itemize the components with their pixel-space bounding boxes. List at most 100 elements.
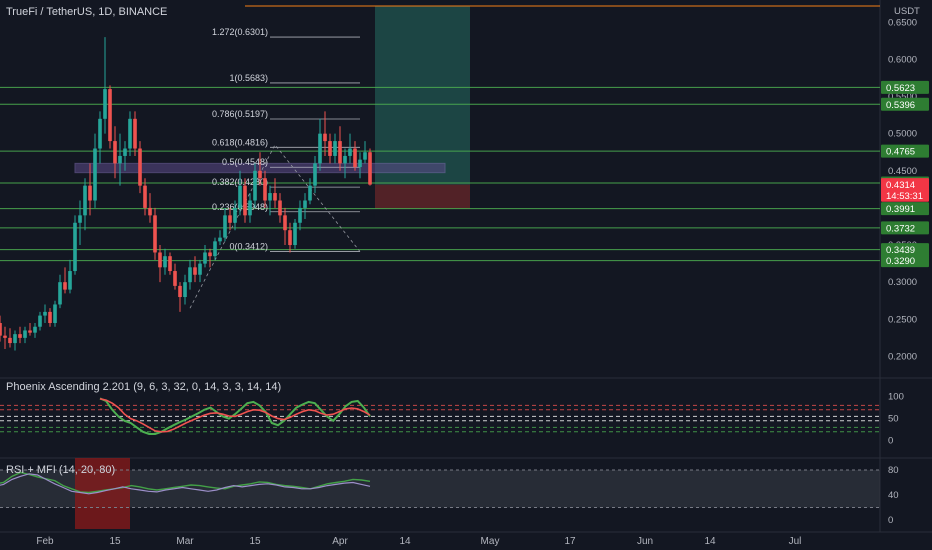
- candle-body: [253, 170, 257, 201]
- price-label: 0.3439: [886, 245, 915, 256]
- candle-body: [153, 215, 157, 253]
- rsi-indicator-title[interactable]: RSI + MFI (14, 20, 80): [6, 464, 116, 476]
- time-axis-tick: Jun: [637, 536, 653, 547]
- candle-body: [73, 222, 77, 272]
- candle-body: [348, 148, 352, 156]
- candle-body: [368, 152, 372, 185]
- candle-body: [158, 252, 162, 268]
- price-label: 0.5396: [886, 100, 915, 111]
- candle-body: [233, 207, 237, 223]
- phoenix-axis-tick: 100: [888, 392, 904, 403]
- candle-body: [108, 89, 112, 142]
- candle-body: [128, 118, 132, 149]
- candle-body: [33, 326, 37, 333]
- time-axis-tick: Apr: [332, 536, 348, 547]
- price-axis-tick: 0.6000: [888, 54, 917, 65]
- time-axis-tick: May: [481, 536, 500, 547]
- candle-body: [268, 193, 272, 201]
- price-axis-tick: 0.3000: [888, 277, 917, 288]
- candle-body: [328, 141, 332, 156]
- fib-level-label: 0(0.3412): [229, 242, 268, 252]
- price-label: 0.4314: [886, 180, 915, 191]
- position-stop-zone: [375, 184, 470, 209]
- candle-body: [23, 330, 27, 338]
- candle-body: [303, 200, 307, 208]
- time-axis-tick: 15: [249, 536, 261, 547]
- candle-body: [123, 148, 127, 156]
- candle-body: [323, 133, 327, 142]
- fib-level-label: 0.5(0.4548): [222, 157, 268, 167]
- price-label-box: [881, 97, 929, 111]
- fib-level-label: 0.618(0.4816): [212, 137, 268, 147]
- candle-body: [193, 267, 197, 275]
- candle-body: [168, 256, 172, 272]
- position-target-zone: [375, 5, 470, 185]
- candle-body: [138, 148, 142, 186]
- time-axis-tick: 14: [704, 536, 716, 547]
- time-axis-tick: 14: [399, 536, 411, 547]
- candle-body: [183, 282, 187, 298]
- candle-body: [93, 148, 97, 201]
- phoenix-axis-tick: 0: [888, 436, 893, 447]
- candle-body: [308, 185, 312, 201]
- price-axis-tick: 0.2000: [888, 351, 917, 362]
- candle-body: [223, 215, 227, 238]
- price-axis-tick: 0.6500: [888, 17, 917, 28]
- candle-body: [118, 155, 122, 164]
- fib-level-label: 0.786(0.5197): [212, 109, 268, 119]
- candle-body: [48, 311, 52, 324]
- candle-body: [178, 285, 182, 298]
- candle-body: [248, 200, 252, 216]
- candle-body: [13, 334, 17, 344]
- candle-body: [8, 337, 12, 344]
- candle-body: [208, 252, 212, 257]
- candle-body: [198, 263, 202, 275]
- candle-body: [3, 335, 7, 338]
- phoenix-indicator-title[interactable]: Phoenix Ascending 2.201 (9, 6, 3, 32, 0,…: [6, 381, 282, 393]
- price-label: 0.3290: [886, 256, 915, 267]
- candle-body: [218, 237, 222, 242]
- candle-body: [163, 256, 167, 268]
- candle-body: [283, 215, 287, 231]
- price-label: 0.3991: [886, 204, 915, 215]
- candle-body: [363, 152, 367, 160]
- price-label-box: [881, 144, 929, 158]
- candle-body: [38, 315, 42, 327]
- candle-body: [148, 207, 152, 216]
- candle-body: [143, 185, 147, 208]
- price-axis-tick: 0.4500: [888, 166, 917, 177]
- time-axis-tick: Feb: [36, 536, 54, 547]
- candle-body: [238, 185, 242, 208]
- price-label-box: [881, 188, 929, 202]
- price-label-box: [881, 243, 929, 257]
- price-axis-tick: 0.5500: [888, 92, 917, 103]
- fib-level-label: 1.272(0.6301): [212, 27, 268, 37]
- trend-line: [189, 144, 361, 309]
- candle-body: [313, 163, 317, 186]
- candle-body: [98, 118, 102, 149]
- time-axis-tick: 15: [109, 536, 121, 547]
- price-label: 0.4765: [886, 147, 915, 158]
- candle-body: [258, 170, 262, 179]
- candle-body: [88, 185, 92, 201]
- candle-body: [298, 207, 302, 223]
- candle-body: [343, 155, 347, 164]
- candle-body: [18, 334, 22, 338]
- chart-title: TrueFi / TetherUS, 1D, BINANCE: [6, 6, 168, 18]
- candle-body: [278, 200, 282, 216]
- rsi-axis-tick: 80: [888, 465, 899, 476]
- time-axis-tick: Jul: [789, 536, 802, 547]
- price-label-box: [881, 254, 929, 268]
- price-label-box: [881, 202, 929, 216]
- price-label-box: [881, 80, 929, 94]
- time-axis-tick: 17: [564, 536, 576, 547]
- candle-body: [293, 222, 297, 246]
- candle-body: [58, 282, 62, 305]
- candle-body: [113, 141, 117, 164]
- candle-body: [0, 323, 2, 336]
- rsi-axis-tick: 0: [888, 515, 893, 526]
- candle-body: [173, 271, 177, 286]
- price-axis-tick: 0.5000: [888, 129, 917, 140]
- candle-body: [78, 215, 82, 223]
